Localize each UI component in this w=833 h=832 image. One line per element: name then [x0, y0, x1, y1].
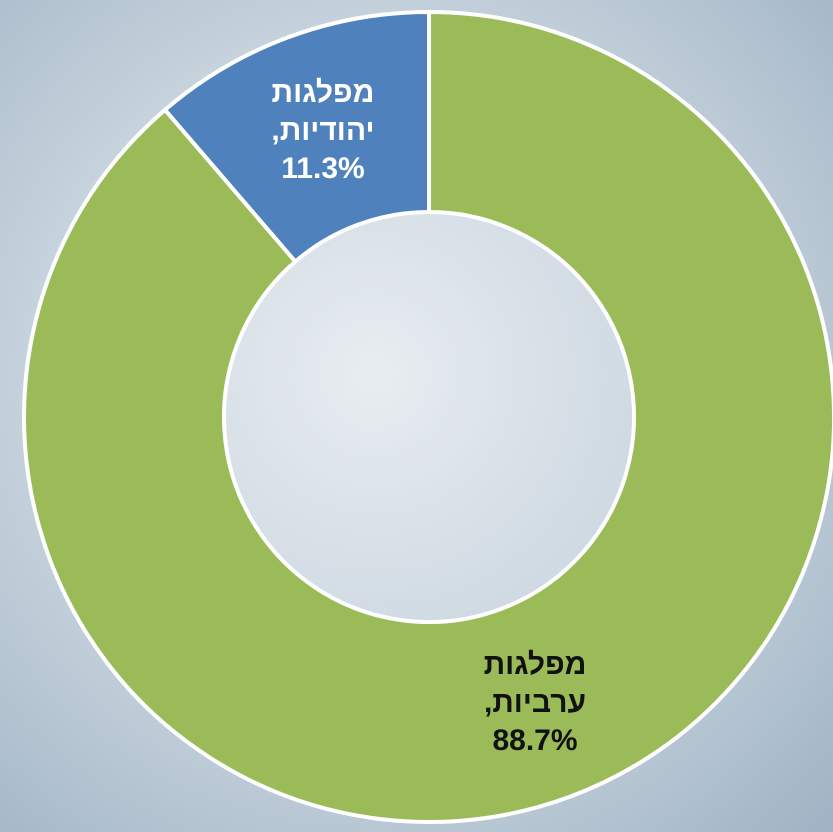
donut-segment: [162, 9, 431, 265]
label-value: 11.3%: [281, 152, 365, 186]
label-category: מפלגות יהודיות,: [271, 76, 375, 148]
label-value: 88.7%: [492, 723, 578, 757]
donut-segment: [22, 9, 833, 824]
label-category: מפלגות ערביות,: [483, 647, 587, 719]
data-label: מפלגות ערביות, 88.7%: [460, 646, 610, 760]
data-label: מפלגות יהודיות, 11.3%: [248, 74, 398, 188]
